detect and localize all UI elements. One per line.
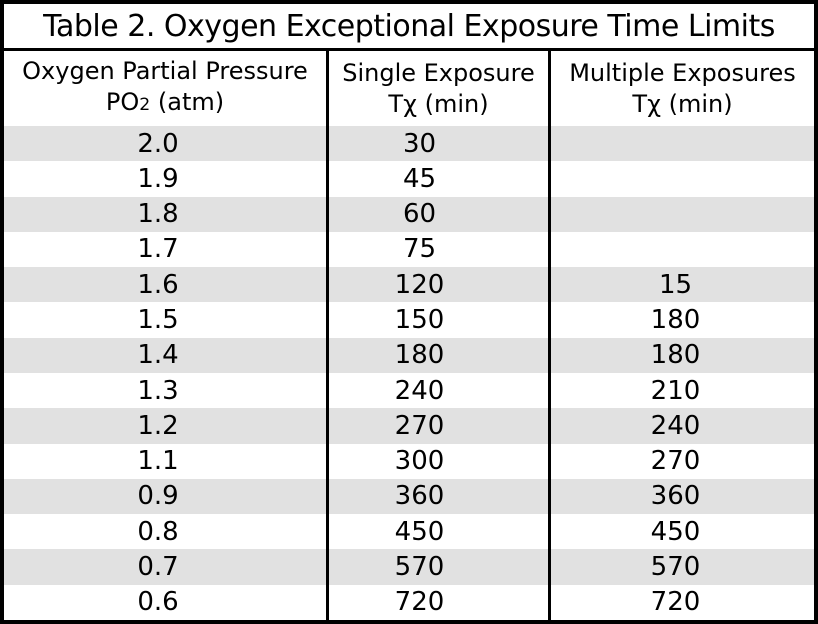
cell-multiple-exposures: 720 bbox=[548, 584, 814, 620]
cell-single-exposure: 450 bbox=[326, 514, 548, 550]
cell-multiple-exposures: 210 bbox=[548, 372, 814, 409]
table-row: 1.1 300 270 bbox=[4, 443, 814, 479]
cell-multiple-exposures bbox=[548, 231, 814, 268]
table-row: 2.0 30 bbox=[4, 126, 814, 162]
cell-po2: 1.1 bbox=[137, 446, 179, 477]
cell-multiple-exposures bbox=[548, 196, 814, 232]
cell-single-exposure: 270 bbox=[326, 408, 548, 444]
cell-single-exposure: 150 bbox=[326, 302, 548, 338]
cell-single-exposure: 570 bbox=[326, 549, 548, 585]
cell-po2: 0.9 bbox=[137, 481, 179, 512]
table-row: 1.3 240 210 bbox=[4, 372, 814, 409]
cell-multiple-exposures: 180 bbox=[548, 302, 814, 338]
table-body: 2.0 30 1.9 45 1.8 60 1.7 75 1.6 120 15 1… bbox=[4, 126, 814, 620]
cell-multiple-exposures: 180 bbox=[548, 337, 814, 373]
cell-single-exposure: 45 bbox=[326, 161, 548, 197]
cell-po2: 1.6 bbox=[137, 269, 179, 300]
header-line2: PO2 (atm) bbox=[105, 88, 225, 116]
header-multiple-exposures: Multiple Exposures Tχ (min) bbox=[548, 51, 814, 126]
cell-po2: 1.2 bbox=[137, 410, 179, 441]
cell-multiple-exposures bbox=[548, 126, 814, 162]
cell-multiple-exposures: 270 bbox=[548, 443, 814, 479]
table-row: 0.9 360 360 bbox=[4, 478, 814, 515]
header-line2: Tχ (min) bbox=[632, 89, 733, 118]
table-title: Table 2. Oxygen Exceptional Exposure Tim… bbox=[4, 4, 814, 51]
cell-multiple-exposures: 15 bbox=[548, 267, 814, 303]
cell-po2: 1.7 bbox=[137, 234, 179, 265]
cell-multiple-exposures: 360 bbox=[548, 478, 814, 515]
cell-single-exposure: 180 bbox=[326, 337, 548, 373]
cell-po2: 0.7 bbox=[137, 552, 179, 583]
table-row: 1.9 45 bbox=[4, 161, 814, 197]
cell-po2: 0.6 bbox=[137, 587, 179, 618]
cell-po2: 1.4 bbox=[137, 340, 179, 371]
table-row: 0.6 720 720 bbox=[4, 584, 814, 620]
table-row: 1.8 60 bbox=[4, 196, 814, 232]
table-row: 1.7 75 bbox=[4, 231, 814, 268]
cell-po2: 1.5 bbox=[137, 305, 179, 336]
table-row: 1.4 180 180 bbox=[4, 337, 814, 373]
cell-single-exposure: 75 bbox=[326, 231, 548, 268]
table-row: 0.7 570 570 bbox=[4, 549, 814, 585]
cell-po2: 1.8 bbox=[137, 199, 179, 230]
header-oxygen-partial-pressure: Oxygen Partial Pressure PO2 (atm) bbox=[4, 51, 326, 126]
table-row: 0.8 450 450 bbox=[4, 514, 814, 550]
cell-single-exposure: 60 bbox=[326, 196, 548, 232]
cell-po2: 0.8 bbox=[137, 516, 179, 547]
cell-single-exposure: 120 bbox=[326, 267, 548, 303]
cell-multiple-exposures: 570 bbox=[548, 549, 814, 585]
cell-multiple-exposures: 450 bbox=[548, 514, 814, 550]
header-line1: Single Exposure bbox=[342, 58, 535, 87]
cell-po2: 2.0 bbox=[137, 128, 179, 159]
header-single-exposure: Single Exposure Tχ (min) bbox=[326, 51, 548, 126]
cell-single-exposure: 240 bbox=[326, 372, 548, 409]
cell-single-exposure: 300 bbox=[326, 443, 548, 479]
cell-single-exposure: 360 bbox=[326, 478, 548, 515]
header-line1: Oxygen Partial Pressure bbox=[22, 57, 308, 85]
cell-po2: 1.9 bbox=[137, 163, 179, 194]
table-header: Oxygen Partial Pressure PO2 (atm) Single… bbox=[4, 51, 814, 126]
table-row: 1.5 150 180 bbox=[4, 302, 814, 338]
cell-multiple-exposures: 240 bbox=[548, 408, 814, 444]
cell-single-exposure: 720 bbox=[326, 584, 548, 620]
header-line2: Tχ (min) bbox=[388, 89, 489, 118]
table-row: 1.6 120 15 bbox=[4, 267, 814, 303]
table-row: 1.2 270 240 bbox=[4, 408, 814, 444]
cell-single-exposure: 30 bbox=[326, 126, 548, 162]
cell-po2: 1.3 bbox=[137, 375, 179, 406]
cell-multiple-exposures bbox=[548, 161, 814, 197]
po2-subscript: 2 bbox=[139, 95, 151, 115]
header-line1: Multiple Exposures bbox=[569, 58, 796, 87]
